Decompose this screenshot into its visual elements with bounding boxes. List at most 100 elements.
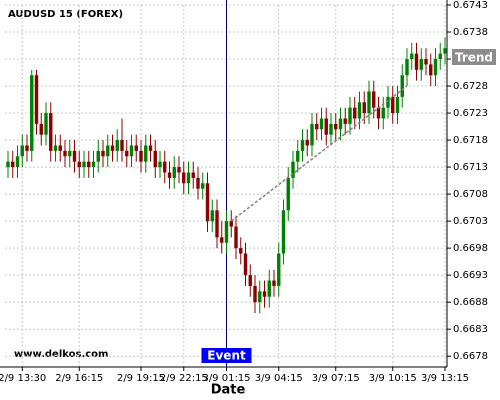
- candle-body: [39, 123, 43, 135]
- candle-body: [438, 53, 442, 60]
- candle-body: [63, 150, 67, 157]
- y-tick-label: 0.6718: [453, 135, 488, 146]
- y-tick-label: 0.6703: [453, 216, 488, 227]
- candle-body: [210, 210, 214, 222]
- candle-body: [248, 275, 252, 286]
- candle-body: [191, 172, 195, 178]
- candle-body: [186, 172, 191, 184]
- candle-body: [229, 221, 233, 227]
- candle-body: [272, 280, 276, 286]
- candle-body: [348, 107, 352, 124]
- candle-body: [224, 221, 229, 243]
- y-tick-label: 0.6713: [453, 162, 488, 173]
- candle-body: [106, 145, 110, 157]
- x-axis-label: Date: [211, 383, 246, 398]
- candle-body: [243, 253, 248, 276]
- x-tick-label: 2/9 22:15: [160, 373, 208, 384]
- candle-body: [258, 291, 262, 303]
- y-tick-label: 0.6693: [453, 270, 488, 281]
- candle-body: [82, 161, 86, 168]
- trend-label: Trend: [455, 51, 493, 65]
- candle-body: [144, 145, 148, 162]
- candle-body: [319, 118, 324, 130]
- candle-body: [353, 107, 357, 119]
- x-tick-label: 2/9 16:15: [55, 373, 103, 384]
- x-tick-label: 2/9 19:15: [117, 373, 165, 384]
- candle-body: [34, 75, 39, 124]
- candle-body: [125, 150, 129, 157]
- x-tick-label: 3/9 07:15: [312, 373, 360, 384]
- candle-body: [163, 161, 167, 173]
- candle-body: [357, 102, 362, 119]
- event-label-box: [201, 348, 252, 363]
- candle-body: [400, 75, 404, 97]
- candle-body: [30, 75, 34, 151]
- candle-body: [153, 150, 157, 168]
- candle-body: [129, 145, 134, 157]
- candle-body: [315, 123, 319, 130]
- candle-body: [296, 150, 300, 162]
- candle-body: [262, 291, 267, 297]
- candle-body: [376, 107, 381, 119]
- candle-body: [414, 53, 419, 70]
- candle-body: [205, 183, 210, 222]
- candle-body: [286, 177, 290, 211]
- candle-body: [77, 161, 81, 168]
- candle-body: [172, 167, 176, 178]
- candle-body: [419, 59, 423, 70]
- candle-body: [362, 102, 366, 114]
- candle-body: [215, 210, 219, 238]
- candle-body: [281, 210, 286, 254]
- candle-body: [277, 253, 281, 286]
- candle-body: [239, 248, 243, 254]
- candle-body: [234, 226, 238, 249]
- candle-body: [391, 96, 395, 114]
- candle-body: [49, 113, 53, 151]
- candle-body: [201, 183, 205, 189]
- candle-body: [196, 177, 200, 189]
- candle-body: [58, 145, 62, 151]
- candle-body: [395, 96, 400, 114]
- candle-body: [91, 161, 96, 168]
- candle-body: [443, 48, 447, 54]
- candle-body: [110, 145, 115, 151]
- candle-body: [96, 150, 100, 162]
- y-tick-label: 0.6738: [453, 27, 488, 38]
- event-label: Event: [207, 349, 246, 363]
- candle-body: [372, 91, 376, 108]
- x-tick-label: 3/9 13:15: [421, 373, 469, 384]
- watermark: www.delkos.com: [14, 349, 108, 360]
- candle-body: [167, 172, 172, 178]
- trend-line: [230, 85, 408, 222]
- candle-body: [68, 150, 72, 157]
- candle-body: [343, 118, 347, 124]
- candle-body: [367, 91, 371, 114]
- candle-body: [53, 145, 58, 151]
- candle-body: [253, 285, 257, 303]
- candle-body: [11, 161, 15, 168]
- candle-body: [386, 96, 390, 108]
- candle-body: [410, 53, 414, 60]
- candle-body: [120, 140, 124, 151]
- y-tick-label: 0.6688: [453, 297, 488, 308]
- y-tick-label: 0.6723: [453, 108, 488, 119]
- candle-body: [44, 113, 48, 135]
- candle-body: [300, 140, 305, 151]
- y-tick-label: 0.6728: [453, 81, 488, 92]
- y-tick-label: 0.6708: [453, 189, 488, 200]
- candle-body: [158, 161, 162, 168]
- y-tick-label: 0.6683: [453, 324, 488, 335]
- y-tick-label: 0.6678: [453, 351, 488, 362]
- candle-body: [177, 167, 181, 173]
- candle-body: [324, 118, 328, 135]
- y-tick-label: 0.6698: [453, 243, 488, 254]
- candle-body: [310, 123, 314, 146]
- trend-label-box: [452, 49, 496, 65]
- x-tick-label: 3/9 04:15: [255, 373, 303, 384]
- candle-body: [334, 123, 338, 130]
- candle-body: [424, 59, 428, 65]
- candle-body: [433, 59, 438, 76]
- x-tick-label: 3/9 10:15: [369, 373, 417, 384]
- y-tick-label: 0.6743: [453, 0, 488, 11]
